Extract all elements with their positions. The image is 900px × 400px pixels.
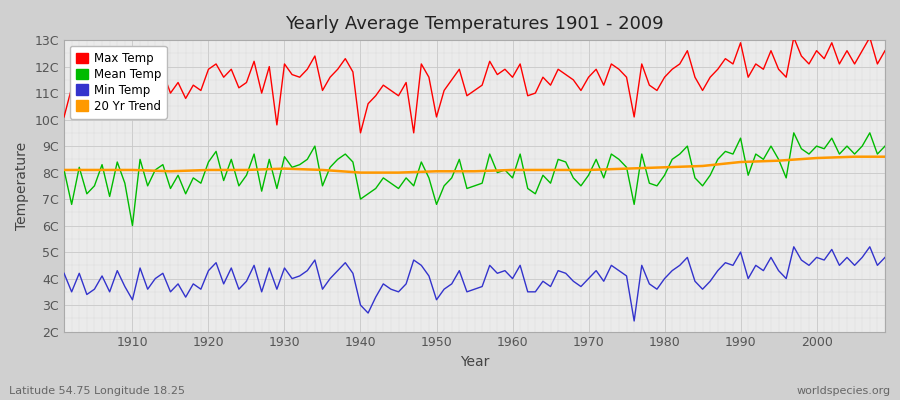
X-axis label: Year: Year [460,355,490,369]
Legend: Max Temp, Mean Temp, Min Temp, 20 Yr Trend: Max Temp, Mean Temp, Min Temp, 20 Yr Tre… [70,46,166,119]
Y-axis label: Temperature: Temperature [15,142,29,230]
Title: Yearly Average Temperatures 1901 - 2009: Yearly Average Temperatures 1901 - 2009 [285,15,664,33]
Text: Latitude 54.75 Longitude 18.25: Latitude 54.75 Longitude 18.25 [9,386,185,396]
Text: worldspecies.org: worldspecies.org [796,386,891,396]
